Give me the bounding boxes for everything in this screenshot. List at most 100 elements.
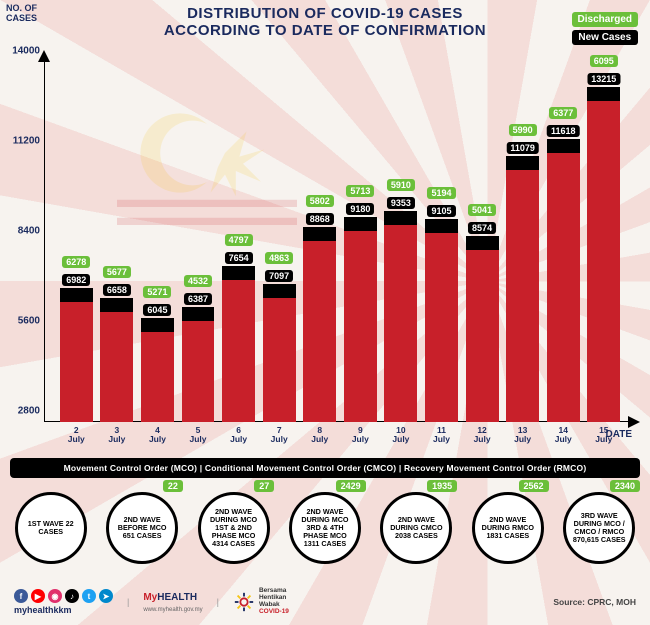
bar-label-discharged: 5910 [387,179,415,191]
title-line1: DISTRIBUTION OF COVID-19 CASES [187,5,463,22]
bar-stack: 88685802 [303,227,336,422]
bar-label-new: 9353 [387,197,415,209]
bar-segment-discharged-cap [344,217,377,231]
bars-container: 698262782July665856773July604552714July6… [58,62,622,422]
tiktok-icon[interactable]: ♪ [65,589,79,603]
bar-segment-discharged-cap [425,219,458,233]
virus-icon [233,591,255,613]
bar-label-new: 6982 [62,274,90,286]
bar-column: 9105519411July [423,219,460,422]
twitter-icon[interactable]: t [82,589,96,603]
bar-column: 11618637714July [545,139,582,422]
bar-label-new: 11079 [506,142,539,154]
infographic-canvas: NO. OF CASES DISTRIBUTION OF COVID-19 CA… [0,0,650,625]
bar-column: 709748637July [261,284,298,422]
bar-stack: 91055194 [425,219,458,422]
bar-segment-new [182,321,215,422]
bar-segment-new [466,250,499,422]
bar-segment-new [344,231,377,422]
bar-label-new: 11618 [547,125,580,137]
bar-segment-new [384,225,417,422]
x-tick-label: 5July [176,426,220,444]
bar-segment-new [141,332,174,422]
bar-label-discharged: 5041 [468,204,496,216]
bar-label-discharged: 6377 [549,107,577,119]
y-tick-label: 8400 [4,226,40,237]
bar-label-discharged: 4532 [184,275,212,287]
bar-column: 918057139July [342,217,379,422]
bar-label-discharged: 6278 [62,256,90,268]
x-axis-arrow [628,416,640,428]
bar-segment-discharged-cap [222,266,255,280]
y-tick-label: 2800 [4,406,40,417]
instagram-icon[interactable]: ◉ [48,589,62,603]
wave-circle-wrap: 2ND WAVE DURING MCO 1ST & 2ND PHASE MCO … [191,484,276,572]
wave-circles-row: 1ST WAVE 22 CASES2ND WAVE BEFORE MCO 651… [8,484,642,572]
bar-stack: 63874532 [182,307,215,422]
wave-circle-wrap: 3RD WAVE DURING MCO / CMCO / RMCO 870,61… [557,484,642,572]
wave-badge: 2340 [610,480,640,492]
bar-segment-new [425,233,458,422]
legend: Discharged New Cases [572,12,638,48]
bar-column: 765447976July [220,266,257,422]
telegram-icon[interactable]: ➤ [99,589,113,603]
bar-label-new: 8574 [468,222,496,234]
bersama-l4: COVID-19 [259,608,289,615]
y-axis-line [44,62,45,422]
bar-segment-discharged-cap [384,211,417,225]
bar-segment-new [222,280,255,422]
socials-block: f▶◉♪t➤ myhealthkkm [14,589,113,615]
wave-circle-wrap: 2ND WAVE BEFORE MCO 651 CASES22 [99,484,184,572]
bar-label-new: 8868 [306,213,334,225]
bar-stack: 116186377 [547,139,580,422]
y-tick-label: 5600 [4,316,40,327]
x-tick-label: 15July [582,426,626,444]
footer: f▶◉♪t➤ myhealthkkm | MyHEALTH www.myheal… [0,579,650,625]
bar-stack: 93535910 [384,211,417,422]
chart-plot-area: DATE 2800560084001120014000 698262782Jul… [44,62,628,422]
x-tick-label: 7July [257,426,301,444]
bar-segment-discharged-cap [303,227,336,241]
x-tick-label: 6July [217,426,261,444]
bar-label-discharged: 5271 [143,286,171,298]
bar-stack: 76544797 [222,266,255,422]
wave-badge: 1935 [427,480,457,492]
bar-segment-new [587,101,620,422]
bar-segment-new [100,312,133,422]
bar-segment-new [303,241,336,422]
x-tick-label: 14July [541,426,585,444]
x-tick-label: 13July [501,426,545,444]
wave-circle: 2ND WAVE DURING RMCO 1831 CASES [472,492,544,564]
youtube-icon[interactable]: ▶ [31,589,45,603]
bar-label-new: 13215 [587,73,620,85]
facebook-icon[interactable]: f [14,589,28,603]
bar-stack: 70974863 [263,284,296,422]
bar-segment-discharged-cap [100,298,133,312]
bar-segment-discharged-cap [587,87,620,101]
bar-label-new: 7097 [265,270,293,282]
bar-segment-new [547,153,580,422]
social-icons: f▶◉♪t➤ [14,589,113,603]
bar-label-new: 6658 [103,284,131,296]
social-handle: myhealthkkm [14,605,113,615]
wave-circle: 2ND WAVE DURING MCO 1ST & 2ND PHASE MCO … [198,492,270,564]
x-tick-label: 8July [298,426,342,444]
bar-column: 665856773July [99,298,136,422]
wave-circle: 1ST WAVE 22 CASES [15,492,87,564]
wave-badge: 2429 [336,480,366,492]
bar-label-new: 9105 [427,205,455,217]
wave-circle-wrap: 1ST WAVE 22 CASES [8,484,93,572]
bar-label-discharged: 5194 [427,187,455,199]
bar-segment-discharged-cap [60,288,93,302]
x-tick-label: 9July [338,426,382,444]
bar-label-new: 9180 [346,203,374,215]
bar-stack: 110795990 [506,156,539,422]
wave-circle-wrap: 2ND WAVE DURING CMCO 2038 CASES1935 [374,484,459,572]
bar-label-new: 6387 [184,293,212,305]
x-tick-label: 11July [420,426,464,444]
bar-stack: 66585677 [100,298,133,422]
wave-badge: 27 [254,480,274,492]
x-tick-label: 12July [460,426,504,444]
myhealth-logo: MyHEALTH www.myhealth.gov.my [143,592,202,613]
bar-label-discharged: 5990 [509,124,537,136]
